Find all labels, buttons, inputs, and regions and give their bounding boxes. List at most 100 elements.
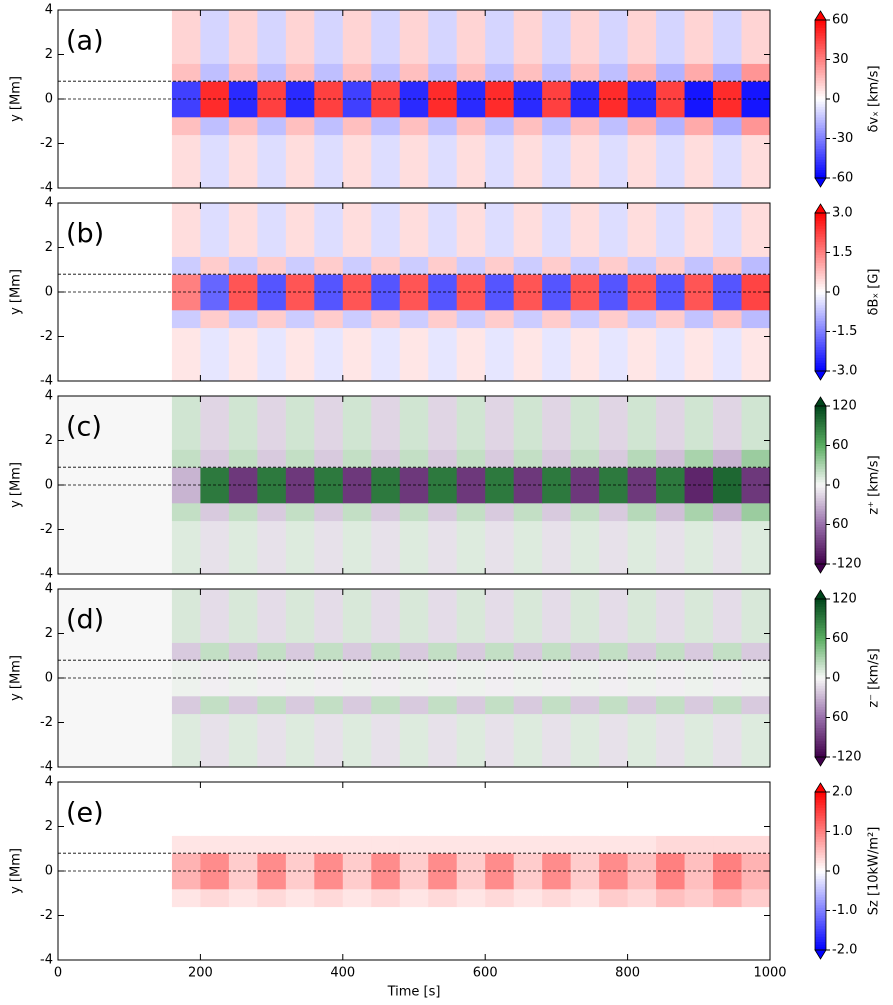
x-tick-label: 200 — [188, 966, 213, 981]
colorbar-segment — [815, 268, 826, 272]
colorbar-segment — [815, 844, 826, 848]
heatmap-cell — [342, 695, 372, 715]
heatmap-cell — [599, 203, 629, 257]
heatmap-cell — [314, 203, 344, 257]
heatmap-cell — [58, 449, 173, 468]
heatmap-cell — [656, 502, 686, 522]
heatmap-cell — [399, 309, 429, 329]
colorbar-segment — [815, 289, 826, 293]
heatmap-cell — [58, 502, 173, 522]
heatmap-cell — [627, 782, 657, 836]
heatmap-cell — [200, 502, 230, 522]
heatmap-cell — [570, 782, 600, 836]
colorbar-segment — [815, 921, 826, 925]
colorbar-segment — [815, 656, 826, 661]
heatmap-cell — [599, 695, 629, 715]
heatmap-cell — [599, 63, 629, 82]
colorbar-segment — [815, 728, 826, 732]
x-axis-label: Time [s] — [387, 985, 441, 1000]
colorbar-tick-label: 30 — [832, 52, 849, 67]
heatmap-cell — [741, 63, 771, 82]
colorbar-segment — [815, 143, 826, 147]
heatmap-cell — [257, 888, 287, 908]
heatmap-cell — [314, 309, 344, 329]
heatmap-cell — [257, 660, 287, 697]
colorbar-segment — [815, 599, 826, 603]
heatmap-cell — [171, 906, 201, 961]
heatmap-cell — [741, 327, 771, 382]
heatmap-cell — [713, 449, 743, 468]
colorbar-segment — [815, 43, 826, 47]
colorbar-segment — [815, 749, 826, 753]
colorbar-extend — [814, 396, 827, 407]
heatmap-cell — [228, 203, 258, 257]
colorbar-segment — [815, 56, 826, 60]
heatmap-cell — [599, 134, 629, 189]
colorbar-segment — [815, 83, 826, 87]
heatmap-cell — [228, 134, 258, 189]
colorbar-segment — [815, 678, 826, 682]
heatmap-cell — [428, 782, 458, 836]
heatmap-cell — [58, 835, 173, 854]
colorbar-segment — [815, 352, 826, 356]
heatmap-cell — [570, 396, 600, 450]
heatmap-cell — [456, 327, 486, 382]
heatmap-cell — [399, 396, 429, 450]
heatmap-cell — [656, 396, 686, 450]
heatmap-cell — [713, 642, 743, 661]
y-tick-label: 0 — [45, 478, 53, 493]
heatmap-cell — [58, 695, 173, 715]
colorbar-segment — [815, 622, 826, 626]
heatmap-cell — [741, 642, 771, 661]
heatmap-cell — [485, 309, 515, 329]
colorbar-segment — [815, 506, 826, 510]
colorbar-extend — [814, 203, 827, 214]
heatmap-cell — [399, 10, 429, 64]
heatmap-cell — [228, 10, 258, 64]
heatmap-cell — [627, 116, 657, 136]
heatmap-cell — [314, 835, 344, 854]
colorbar-segment — [815, 313, 826, 317]
heatmap-cell — [741, 203, 771, 257]
colorbar-segment — [815, 41, 826, 45]
heatmap-cell — [371, 256, 401, 275]
colorbar-segment — [815, 815, 826, 819]
heatmap-cell — [342, 116, 372, 136]
heatmap-cell — [371, 116, 401, 136]
colorbar-segment — [815, 714, 826, 718]
y-tick-label: -4 — [40, 760, 53, 775]
heatmap-cell — [285, 63, 315, 82]
heatmap-cell — [285, 203, 315, 257]
colorbar-segment — [815, 170, 826, 174]
heatmap-cell — [371, 449, 401, 468]
heatmap-cell — [257, 81, 287, 118]
heatmap-cell — [428, 449, 458, 468]
heatmap-cell — [570, 449, 600, 468]
heatmap-cell — [257, 63, 287, 82]
colorbar-segment — [815, 477, 826, 481]
heatmap-cell — [58, 520, 173, 575]
heatmap-cell — [58, 906, 173, 961]
colorbar-segment — [815, 897, 826, 901]
heatmap-cell — [741, 520, 771, 575]
heatmap-cell — [713, 782, 743, 836]
heatmap-cell — [371, 835, 401, 854]
heatmap-cell — [513, 309, 543, 329]
heatmap-cell — [171, 713, 201, 768]
heatmap-cell — [428, 467, 458, 504]
heatmap-cell — [542, 520, 572, 575]
heatmap-cell — [257, 502, 287, 522]
colorbar-segment — [815, 558, 826, 562]
colorbar-segment — [815, 363, 826, 367]
heatmap-cell — [741, 449, 771, 468]
heatmap-cell — [371, 396, 401, 450]
y-tick-label: 2 — [45, 626, 53, 641]
heatmap-cell — [627, 467, 657, 504]
heatmap-cell — [342, 396, 372, 450]
heatmap-cell — [542, 396, 572, 450]
heatmap-cell — [257, 835, 287, 854]
heatmap-cell — [456, 713, 486, 768]
heatmap-cell — [684, 695, 714, 715]
colorbar-extend — [814, 782, 827, 793]
heatmap-cell — [371, 10, 401, 64]
